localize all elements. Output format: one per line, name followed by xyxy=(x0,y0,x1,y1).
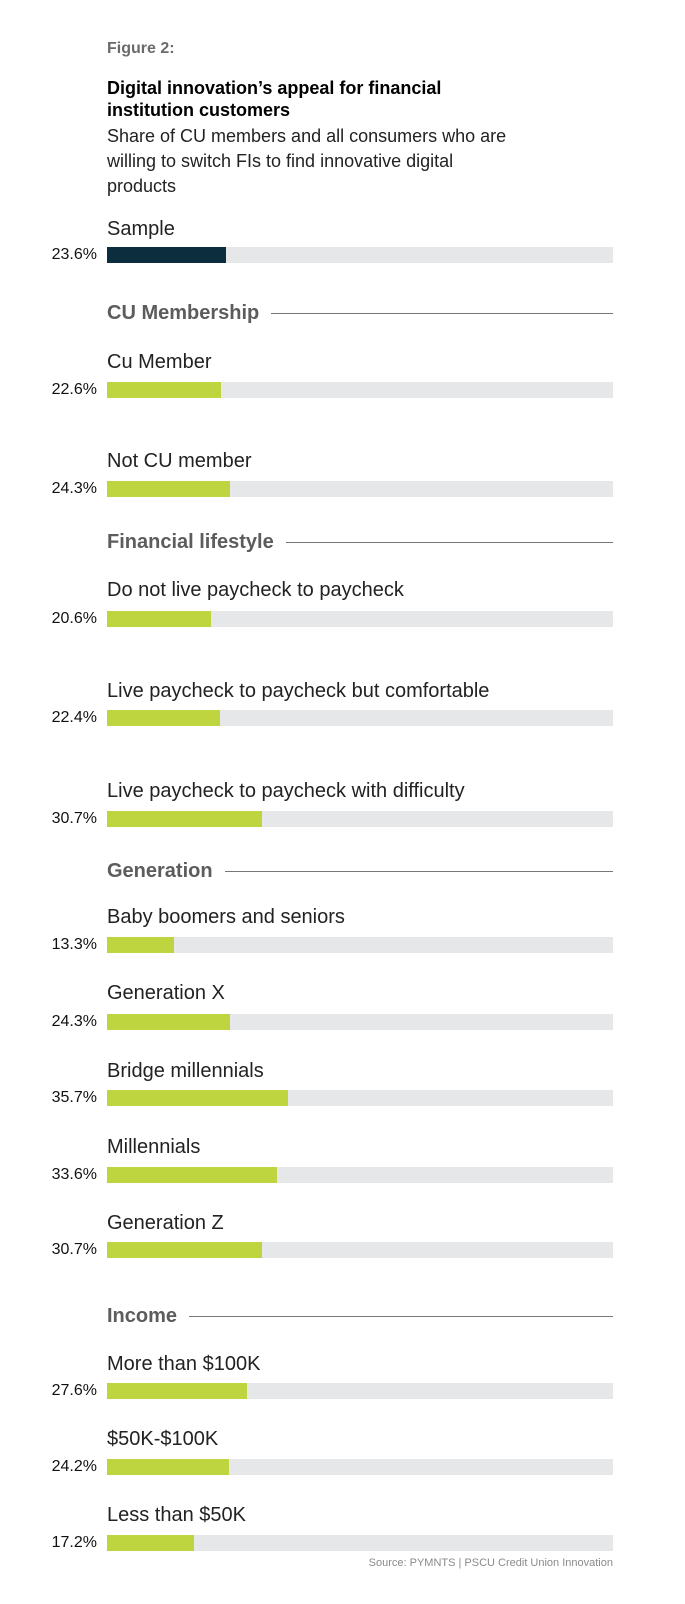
bar-value-label: 23.6% xyxy=(51,246,97,263)
bar-track xyxy=(107,1535,613,1551)
bar-value-label: 24.2% xyxy=(51,1458,97,1475)
section-title: Income xyxy=(107,1305,178,1327)
bar-label: Live paycheck to paycheck with difficult… xyxy=(107,780,465,802)
section-divider xyxy=(271,313,613,314)
bar xyxy=(107,1014,230,1030)
bar-track xyxy=(107,1242,613,1258)
source-note: Source: PYMNTS | PSCU Credit Union Innov… xyxy=(368,1557,613,1569)
bar xyxy=(107,1167,278,1183)
bar-value-label: 13.3% xyxy=(51,936,97,953)
bar-value-label: 30.7% xyxy=(51,810,97,827)
bar-track xyxy=(107,481,613,497)
bar-track xyxy=(107,1459,613,1475)
bar xyxy=(107,247,227,263)
section-title: Financial lifestyle xyxy=(107,531,274,553)
bar xyxy=(107,1459,230,1475)
section-divider xyxy=(224,871,613,872)
bar xyxy=(107,1090,288,1106)
bar-track xyxy=(107,1383,613,1399)
bar-track xyxy=(107,1090,613,1106)
section-header: Financial lifestyle xyxy=(107,531,613,554)
bar-track xyxy=(107,811,613,827)
bar xyxy=(107,611,212,627)
bar-label: Generation Z xyxy=(107,1212,224,1234)
bar xyxy=(107,1242,263,1258)
bar-label: Cu Member xyxy=(107,351,212,373)
section-divider xyxy=(189,1316,613,1317)
bar-value-label: 35.7% xyxy=(51,1089,97,1106)
chart-title: Digital innovation’s appeal for financia… xyxy=(107,78,442,120)
bar-label: Not CU member xyxy=(107,450,252,472)
bar xyxy=(107,382,222,398)
bar-track xyxy=(107,1167,613,1183)
bar-value-label: 30.7% xyxy=(51,1241,97,1258)
bar-label: $50K-$100K xyxy=(107,1428,219,1450)
bar-value-label: 20.6% xyxy=(51,610,97,627)
bar xyxy=(107,811,263,827)
bar xyxy=(107,1535,195,1551)
section-title: CU Membership xyxy=(107,302,260,324)
bar-track xyxy=(107,247,613,263)
bar-value-label: 24.3% xyxy=(51,1013,97,1030)
bar-value-label: 33.6% xyxy=(51,1166,97,1183)
bar-value-label: 17.2% xyxy=(51,1534,97,1551)
bar-track xyxy=(107,611,613,627)
chart-subtitle: Share of CU members and all consumers wh… xyxy=(107,126,507,196)
bar-track xyxy=(107,382,613,398)
bar-value-label: 27.6% xyxy=(51,1382,97,1399)
bar-label: Millennials xyxy=(107,1136,201,1158)
bar xyxy=(107,481,230,497)
bar-track xyxy=(107,710,613,726)
bar xyxy=(107,937,175,953)
bar xyxy=(107,710,221,726)
bar-label: Live paycheck to paycheck but comfortabl… xyxy=(107,680,490,702)
bar-label: Baby boomers and seniors xyxy=(107,906,345,928)
section-title: Generation xyxy=(107,860,213,882)
figure-label: Figure 2: xyxy=(107,40,175,57)
bar xyxy=(107,1383,247,1399)
section-header: Generation xyxy=(107,860,613,883)
bar-track xyxy=(107,937,613,953)
bar-value-label: 22.6% xyxy=(51,381,97,398)
bar-label: Sample xyxy=(107,218,175,240)
bar-value-label: 22.4% xyxy=(51,709,97,726)
section-header: CU Membership xyxy=(107,302,613,325)
section-divider xyxy=(285,542,613,543)
bar-track xyxy=(107,1014,613,1030)
bar-label: Generation X xyxy=(107,982,225,1004)
bar-label: Bridge millennials xyxy=(107,1060,264,1082)
bar-value-label: 24.3% xyxy=(51,480,97,497)
bar-label: More than $100K xyxy=(107,1353,261,1375)
section-header: Income xyxy=(107,1305,613,1328)
bar-label: Less than $50K xyxy=(107,1504,246,1526)
bar-label: Do not live paycheck to paycheck xyxy=(107,579,404,601)
